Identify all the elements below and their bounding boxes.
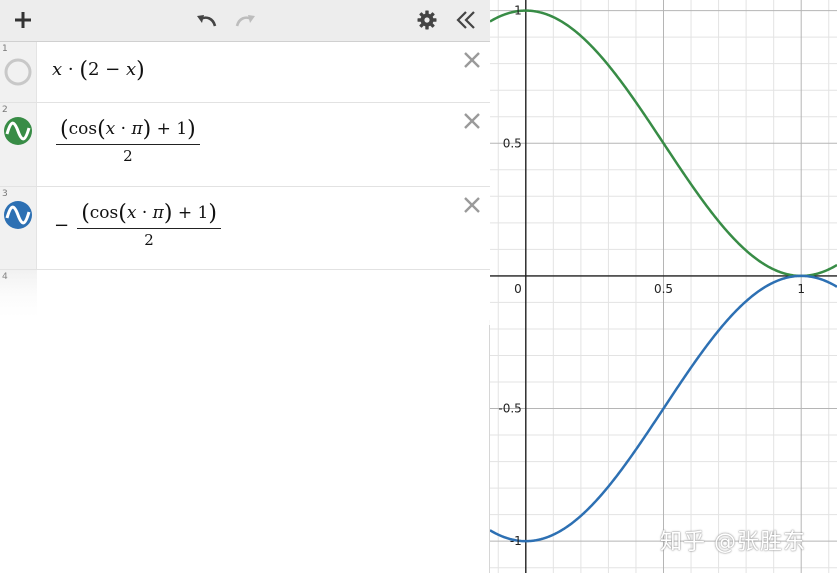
graph-style-icon[interactable] — [3, 200, 33, 230]
add-item-button[interactable] — [10, 8, 36, 32]
tick-labels: 0 0.5 1 1 0.5 -0.5 -1 — [498, 4, 805, 549]
curves — [490, 9, 837, 543]
y-tick-label: -0.5 — [498, 402, 521, 416]
fraction-denominator: 2 — [144, 231, 154, 249]
curve-series-1 — [490, 9, 837, 278]
graph-canvas[interactable]: 0 0.5 1 1 0.5 -0.5 -1 — [490, 0, 837, 573]
expression-formula[interactable]: (cos(x · π) + 1) 2 — [56, 117, 200, 165]
redo-button[interactable] — [232, 8, 258, 32]
delete-expression-button[interactable] — [462, 111, 482, 131]
double-chevron-left-icon — [456, 11, 475, 29]
expression-index: 3 — [2, 189, 8, 199]
expression-formula[interactable]: x · (2 − x) — [52, 58, 145, 83]
expression-gutter: 2 — [0, 103, 37, 186]
fraction: (cos(x · π) + 1) 2 — [77, 201, 221, 249]
expression-index: 2 — [2, 105, 8, 115]
delete-expression-button[interactable] — [462, 50, 482, 70]
negative-sign: − — [54, 214, 70, 236]
hidden-graph-toggle-icon[interactable] — [3, 57, 33, 87]
expression-row[interactable]: 3 − (cos(x · π) + 1) 2 — [0, 187, 490, 270]
expression-row[interactable]: 1 x · (2 − x) — [0, 42, 490, 103]
curve-series-2 — [490, 274, 837, 543]
fraction-numerator: (cos(x · π) + 1) — [77, 201, 221, 229]
watermark: 知乎 @张胜东 — [660, 530, 806, 555]
expression-gutter: 3 — [0, 187, 37, 269]
fraction-denominator: 2 — [123, 147, 133, 165]
undo-icon — [197, 15, 217, 27]
expression-panel: 1 x · (2 − x) 2 — [0, 0, 490, 573]
settings-button[interactable] — [414, 8, 440, 32]
expression-gutter: 1 — [0, 42, 37, 102]
gear-icon — [417, 10, 437, 30]
close-icon — [464, 197, 480, 213]
redo-icon — [235, 15, 255, 27]
fraction: (cos(x · π) + 1) 2 — [56, 117, 200, 165]
y-tick-label: -1 — [510, 534, 522, 548]
graph-style-icon[interactable] — [3, 116, 33, 146]
collapse-panel-button[interactable] — [452, 8, 480, 32]
x-tick-label: 1 — [797, 282, 805, 296]
undo-button[interactable] — [194, 8, 220, 32]
delete-expression-button[interactable] — [462, 195, 482, 215]
y-tick-label: 1 — [514, 4, 522, 18]
expression-toolbar — [0, 0, 490, 42]
list-fade — [0, 270, 490, 325]
fraction-numerator: (cos(x · π) + 1) — [56, 117, 200, 145]
x-tick-label: 0 — [514, 282, 522, 296]
close-icon — [464, 52, 480, 68]
close-icon — [464, 113, 480, 129]
expression-index: 1 — [2, 44, 8, 54]
x-tick-label: 0.5 — [654, 282, 673, 296]
plus-icon — [15, 12, 31, 28]
y-tick-label: 0.5 — [503, 136, 522, 150]
expression-formula[interactable]: − (cos(x · π) + 1) 2 — [54, 201, 221, 249]
expression-row[interactable]: 2 (cos(x · π) + 1) 2 — [0, 103, 490, 187]
axes — [490, 0, 837, 573]
